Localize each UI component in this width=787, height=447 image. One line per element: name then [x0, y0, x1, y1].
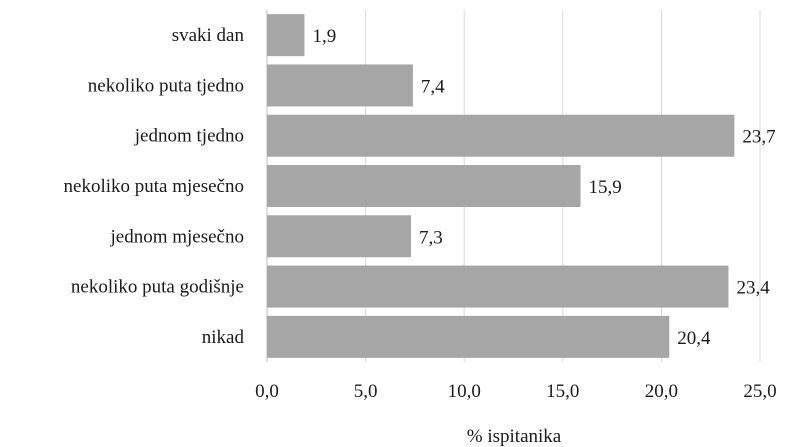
bar — [267, 215, 411, 258]
category-label: jednom tjedno — [134, 126, 244, 147]
x-tick-label: 15,0 — [546, 381, 579, 402]
category-label: jednom mjesečno — [110, 226, 245, 247]
data-label: 7,3 — [419, 227, 443, 248]
bar — [267, 315, 670, 358]
data-label: 23,7 — [742, 127, 775, 148]
x-tick-label: 10,0 — [448, 381, 481, 402]
category-labels: svaki dan nekoliko puta tjedno jednom tjed… — [64, 25, 245, 348]
bars — [267, 14, 735, 358]
x-tick-label: 5,0 — [354, 381, 378, 402]
bar — [267, 114, 735, 157]
bar — [267, 64, 413, 107]
category-label: nekoliko puta mjesečno — [64, 176, 244, 197]
x-tick-label: 20,0 — [645, 381, 678, 402]
x-tick-labels: 0,0 5,0 10,0 15,0 20,0 25,0 — [255, 381, 777, 402]
data-label: 20,4 — [677, 328, 711, 349]
data-label: 1,9 — [312, 26, 336, 47]
x-tick-label: 25,0 — [743, 381, 776, 402]
data-label: 23,4 — [736, 278, 770, 299]
bar — [267, 14, 305, 57]
bar — [267, 265, 729, 308]
data-label: 15,9 — [589, 177, 622, 198]
data-label: 7,4 — [421, 76, 445, 97]
category-label: nekoliko puta tjedno — [88, 75, 244, 96]
bar — [267, 165, 581, 207]
x-tick-label: 0,0 — [255, 381, 279, 402]
category-label: nikad — [202, 327, 245, 348]
x-axis-title: % ispitanika — [467, 426, 562, 447]
category-label: svaki dan — [172, 25, 245, 46]
category-label: nekoliko puta godišnje — [71, 277, 244, 298]
data-labels: 1,9 7,4 23,7 15,9 7,3 23,4 20,4 — [312, 26, 775, 349]
